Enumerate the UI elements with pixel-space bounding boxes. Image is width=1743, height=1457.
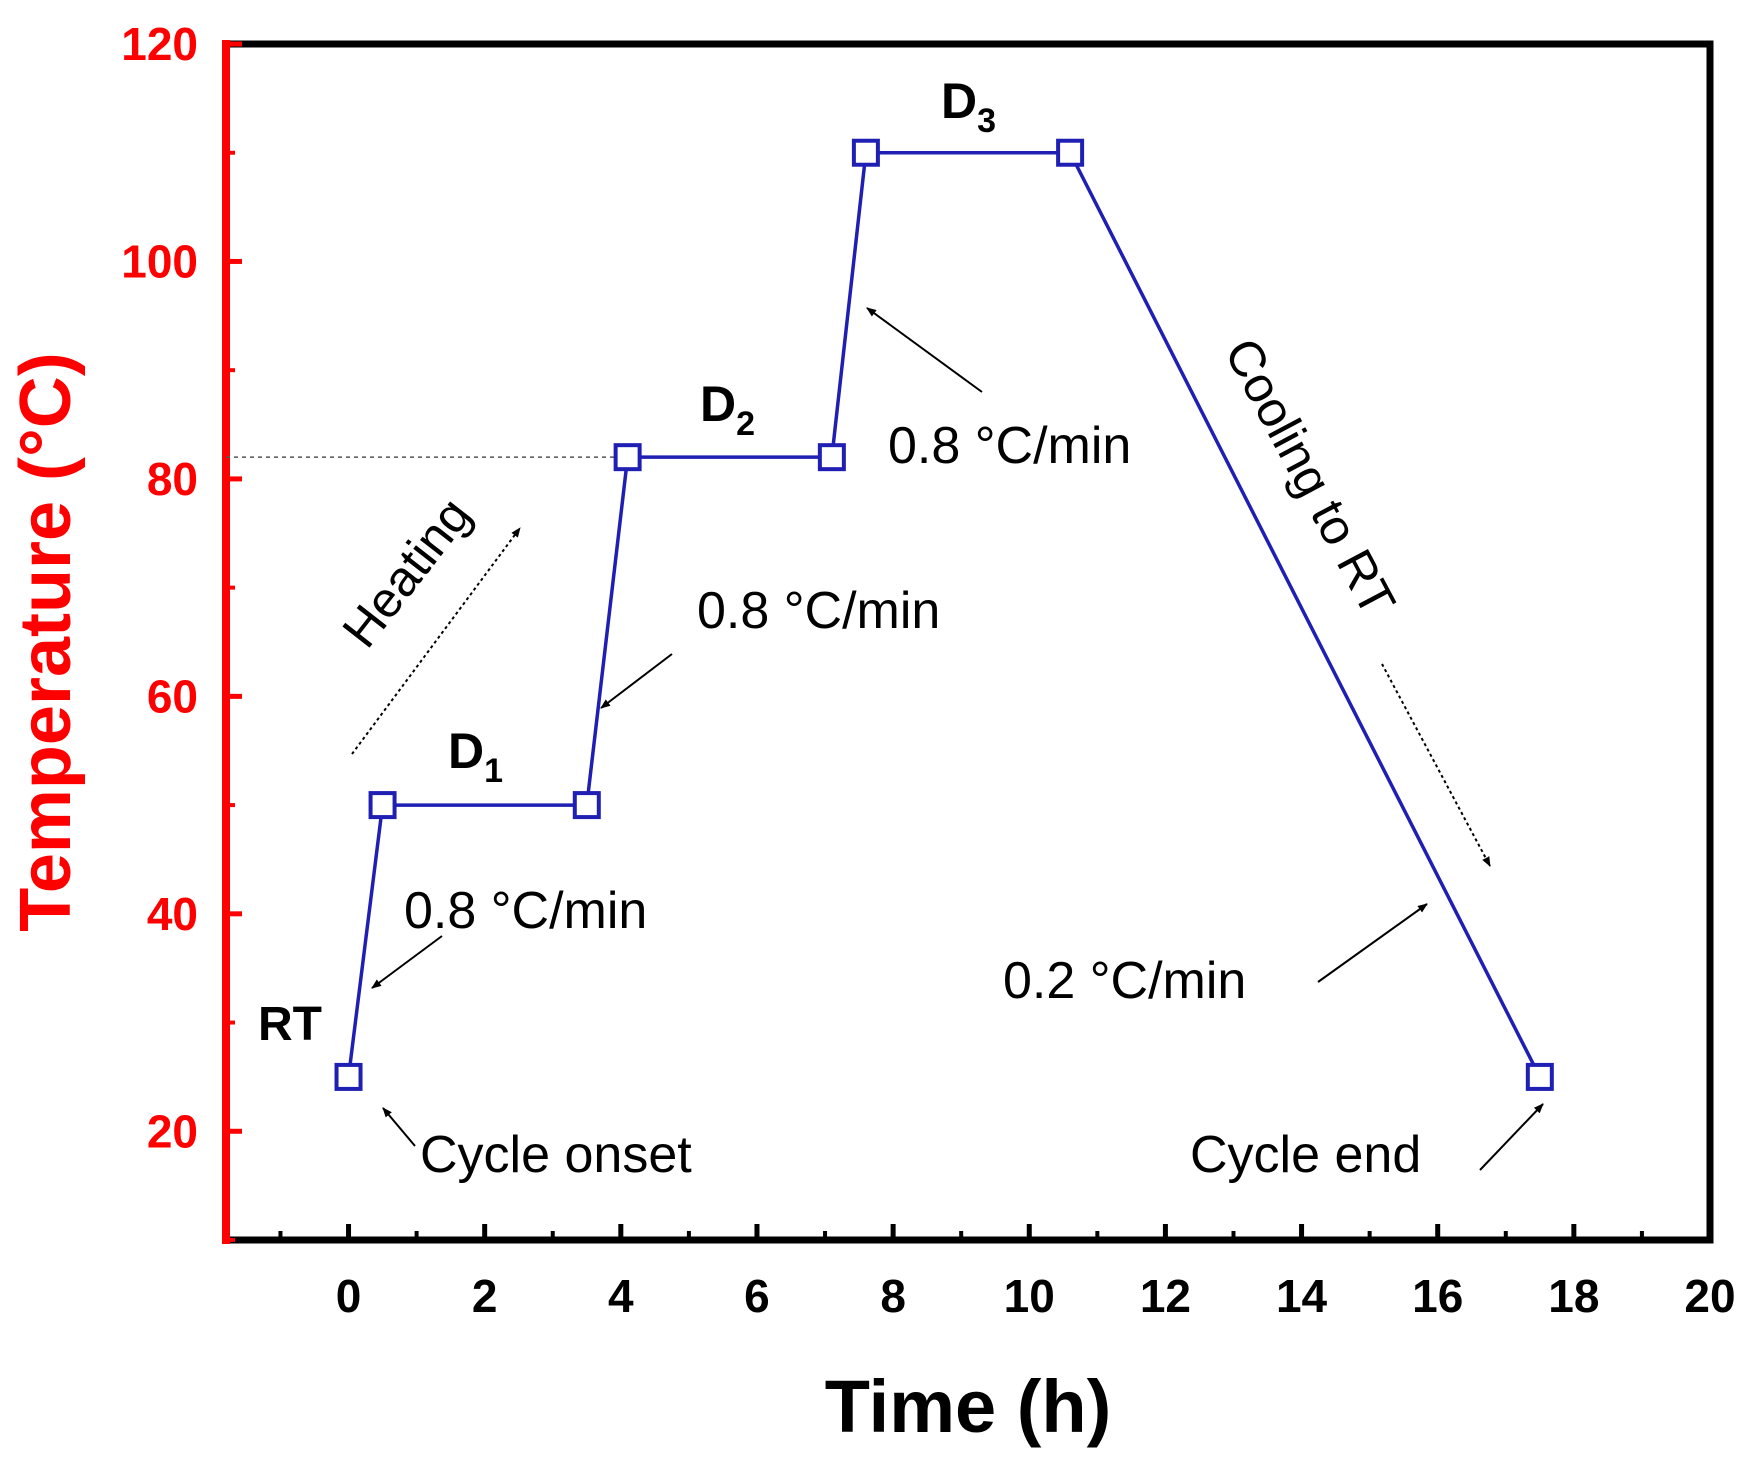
- label-d3: D3: [941, 73, 996, 140]
- arrow-cycle-onset: [382, 1107, 416, 1147]
- x-axis-ticks: 0 2 4 6 8 10 12 14 16 18 20: [278, 1224, 1736, 1322]
- arrow-rate-1: [371, 935, 443, 989]
- arrow-rate-2: [600, 653, 673, 709]
- x-axis-title: Time (h): [825, 1365, 1111, 1448]
- y-axis-title: Temperature (°C): [6, 352, 86, 932]
- x-tick-label: 20: [1684, 1270, 1735, 1322]
- x-tick-label: 8: [880, 1270, 906, 1322]
- label-cooling: Cooling to RT: [1214, 329, 1407, 624]
- label-d1: D1: [448, 723, 503, 790]
- data-point-marker: [817, 443, 846, 472]
- arrow-cycle-end: [1479, 1103, 1544, 1171]
- label-d3-base: D: [941, 73, 977, 129]
- x-tick-label: 12: [1140, 1270, 1191, 1322]
- data-point-marker: [613, 443, 642, 472]
- x-tick-label: 4: [608, 1270, 634, 1322]
- label-rate-heating-2: 0.8 °C/min: [697, 582, 940, 640]
- data-point-marker: [1056, 138, 1085, 167]
- x-tick-label: 2: [472, 1270, 498, 1322]
- label-d3-sub: 3: [977, 102, 996, 140]
- x-tick-label: 6: [744, 1270, 770, 1322]
- x-tick-label: 0: [336, 1270, 362, 1322]
- y-tick-label: 60: [147, 670, 198, 722]
- label-rate-heating-3: 0.8 °C/min: [888, 417, 1131, 475]
- label-d2: D2: [700, 376, 755, 443]
- y-tick-label: 120: [121, 18, 198, 70]
- x-tick-label: 10: [1004, 1270, 1055, 1322]
- x-tick-label: 16: [1412, 1270, 1463, 1322]
- plot-frame: [222, 40, 1714, 1244]
- data-point-marker: [851, 138, 880, 167]
- x-tick-label: 18: [1548, 1270, 1599, 1322]
- data-point-marker: [368, 791, 397, 820]
- label-rate-heating-1: 0.8 °C/min: [404, 882, 647, 940]
- y-tick-label: 20: [147, 1105, 198, 1157]
- y-axis-ticks: 20 40 60 80 100 120: [121, 18, 242, 1242]
- y-tick-label: 100: [121, 235, 198, 287]
- data-point-marker: [572, 791, 601, 820]
- data-point-marker: [1525, 1062, 1554, 1091]
- data-point-marker: [334, 1062, 363, 1091]
- label-d1-sub: 1: [484, 752, 503, 790]
- arrow-heating: [351, 527, 521, 755]
- label-rate-cooling: 0.2 °C/min: [1003, 952, 1246, 1010]
- series-line: [346, 150, 1542, 1078]
- y-tick-label: 80: [147, 453, 198, 505]
- label-heating: Heating: [331, 487, 481, 657]
- label-cycle-end: Cycle end: [1190, 1126, 1421, 1184]
- x-tick-label: 14: [1276, 1270, 1328, 1322]
- label-rt: RT: [258, 998, 322, 1051]
- annotation-arrows: [351, 307, 1544, 1171]
- label-d1-base: D: [448, 723, 484, 779]
- arrow-rate-3: [866, 307, 983, 393]
- label-d2-base: D: [700, 376, 736, 432]
- y-tick-label: 40: [147, 888, 198, 940]
- arrow-rate-cooling: [1317, 903, 1428, 983]
- label-cycle-onset: Cycle onset: [420, 1126, 692, 1184]
- series-thermal-cycle: [226, 138, 1554, 1091]
- arrow-cooling: [1381, 663, 1491, 867]
- label-d2-sub: 2: [736, 405, 755, 443]
